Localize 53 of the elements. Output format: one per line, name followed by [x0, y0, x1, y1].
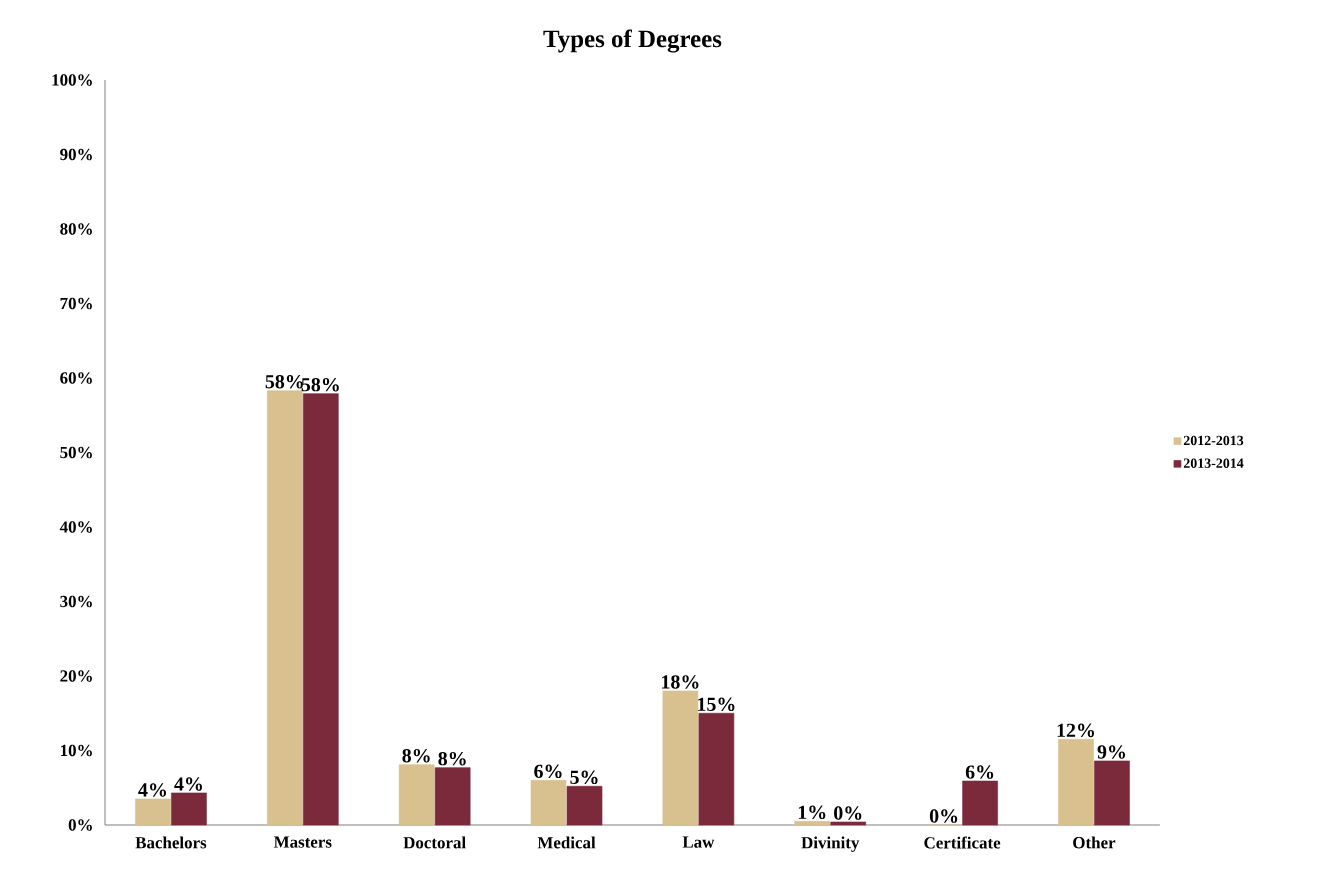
bar — [1094, 760, 1130, 826]
y-tick-label: 60% — [60, 372, 92, 384]
x-tick-label: Other — [1073, 836, 1116, 849]
bar — [398, 764, 435, 826]
y-tick-label: 90% — [60, 148, 92, 161]
bar — [962, 780, 998, 826]
data-label: 12% — [1057, 723, 1095, 738]
bar — [662, 690, 699, 826]
data-label: 9% — [1097, 745, 1126, 759]
data-label: 15% — [698, 697, 735, 712]
x-tick-label: Masters — [273, 836, 332, 848]
x-tick-label: Doctoral — [403, 836, 466, 849]
data-label: 0% — [834, 806, 862, 820]
x-tick-label: Divinity — [801, 836, 860, 852]
data-label: 58% — [301, 377, 339, 392]
bar — [566, 785, 603, 826]
bar — [135, 798, 171, 826]
y-tick-label: 0% — [68, 819, 92, 831]
data-label: 4% — [174, 777, 202, 791]
bar — [171, 792, 207, 826]
data-label: 6% — [534, 764, 562, 779]
y-tick-label: 80% — [60, 223, 92, 235]
legend-label: 2013-2014 — [1183, 458, 1244, 468]
bar — [302, 393, 339, 826]
y-tick-label: 70% — [60, 297, 92, 310]
data-label: 5% — [570, 770, 598, 785]
data-label: 4% — [138, 783, 166, 797]
data-label: 8% — [402, 748, 430, 763]
data-label: 58% — [265, 374, 303, 389]
data-label: 8% — [438, 751, 466, 766]
y-tick-label: 100% — [52, 74, 92, 86]
bar — [1058, 739, 1094, 826]
x-tick-label: Certificate — [924, 836, 1001, 849]
y-tick-label: 10% — [61, 744, 92, 757]
y-tick-label: 40% — [59, 521, 92, 533]
y-tick-label: 20% — [60, 670, 92, 682]
data-label: 1% — [798, 805, 826, 820]
x-tick-label: Law — [682, 836, 715, 848]
x-tick-label: Bachelors — [135, 836, 207, 849]
x-tick-label: Medical — [537, 836, 596, 849]
bar — [266, 390, 303, 826]
y-tick-label: 30% — [60, 595, 92, 608]
bar — [698, 712, 735, 826]
bar — [530, 780, 567, 826]
bar — [434, 767, 471, 826]
bar — [830, 821, 867, 826]
data-label: 6% — [965, 765, 994, 779]
bar — [794, 820, 831, 826]
legend-label: 2012-2013 — [1183, 435, 1244, 446]
chart-title: Types of Degrees — [543, 29, 722, 53]
data-label: 18% — [662, 675, 699, 689]
y-tick-label: 50% — [60, 446, 92, 459]
data-label: 0% — [929, 809, 958, 823]
